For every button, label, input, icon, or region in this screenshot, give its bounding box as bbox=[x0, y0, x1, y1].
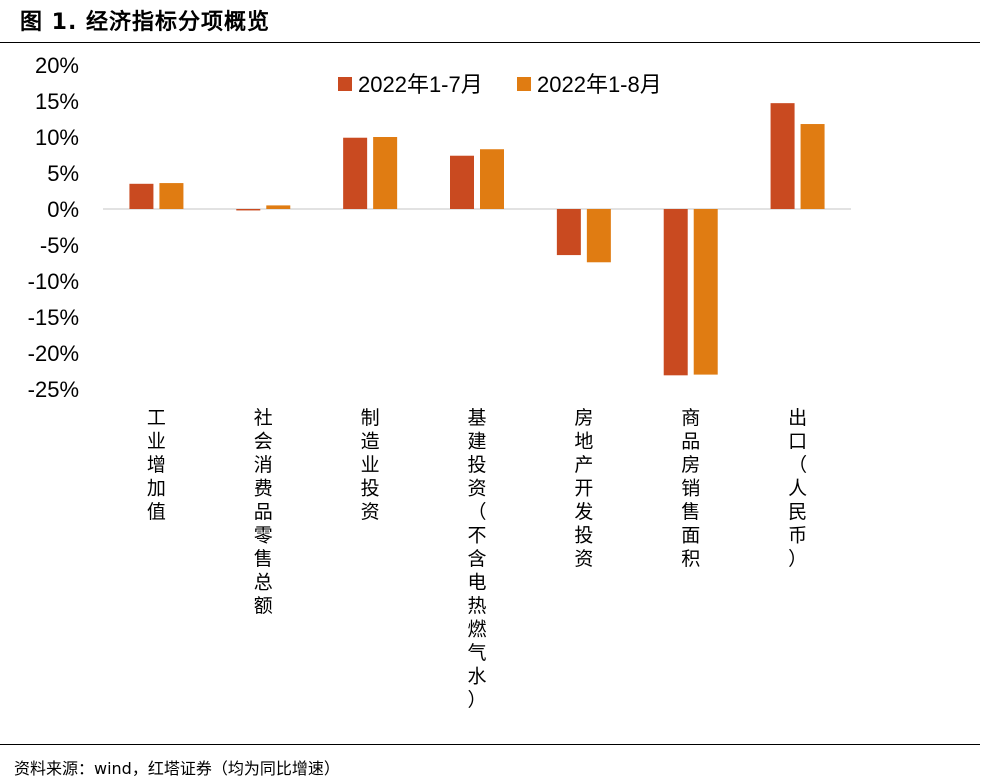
category-label: 工业增加值 bbox=[147, 407, 166, 523]
bar-1 bbox=[129, 183, 154, 209]
legend-label: 2022年1-7月 bbox=[358, 72, 483, 97]
bar-2 bbox=[159, 183, 184, 209]
bottom-rule bbox=[0, 744, 980, 745]
bars-group bbox=[129, 103, 825, 376]
bar-1 bbox=[663, 209, 688, 376]
y-tick-label: -5% bbox=[40, 233, 79, 258]
bar-1 bbox=[450, 155, 474, 209]
bar-2 bbox=[373, 137, 398, 209]
bar-2 bbox=[266, 205, 291, 209]
y-tick-label: 5% bbox=[47, 161, 79, 186]
figure-title: 图 1. 经济指标分项概览 bbox=[20, 10, 270, 35]
bar-2 bbox=[586, 209, 611, 263]
category-label: 制造业投资 bbox=[361, 407, 380, 523]
category-label: 社会消费品零售总额 bbox=[254, 407, 273, 617]
category-label: 基建投资（不含电热燃气水） bbox=[467, 407, 486, 711]
bar-2 bbox=[693, 209, 718, 375]
category-label: 商品房销售面积 bbox=[681, 407, 700, 570]
y-axis: 20% 15% 10% 5% 0% -5% -10% -15% -20% -25% bbox=[28, 53, 79, 402]
y-tick-label: -15% bbox=[28, 305, 79, 330]
legend-swatch bbox=[338, 77, 352, 91]
category-labels: 工业增加值 社会消费品零售总额 制造业投资 基建投资（不含电热燃气水） 房地产开发投资 商… bbox=[147, 407, 807, 711]
category-label: 房地产开发投资 bbox=[574, 407, 593, 570]
bar-chart: 20% 15% 10% 5% 0% -5% -10% -15% -20% -25% 2022年1-… bbox=[28, 53, 851, 711]
y-tick-label: 15% bbox=[35, 89, 79, 114]
y-tick-label: 10% bbox=[35, 125, 79, 150]
bar-1 bbox=[556, 209, 581, 256]
bar-1 bbox=[770, 103, 795, 209]
source-note: 资料来源：wind，红塔证券（均为同比增速） bbox=[14, 759, 340, 778]
top-rule bbox=[0, 42, 980, 43]
y-tick-label: -25% bbox=[28, 377, 79, 402]
y-tick-label: 0% bbox=[47, 197, 79, 222]
legend-label: 2022年1-8月 bbox=[537, 72, 662, 97]
bar-1 bbox=[343, 137, 368, 209]
legend-swatch bbox=[517, 77, 531, 91]
bar-2 bbox=[800, 124, 825, 209]
bar-1 bbox=[236, 209, 261, 211]
legend: 2022年1-7月 2022年1-8月 bbox=[338, 72, 662, 97]
y-tick-label: 20% bbox=[35, 53, 79, 78]
bar-2 bbox=[480, 149, 504, 209]
y-tick-label: -10% bbox=[28, 269, 79, 294]
category-label: 出口（人民币） bbox=[788, 407, 807, 570]
y-tick-label: -20% bbox=[28, 341, 79, 366]
